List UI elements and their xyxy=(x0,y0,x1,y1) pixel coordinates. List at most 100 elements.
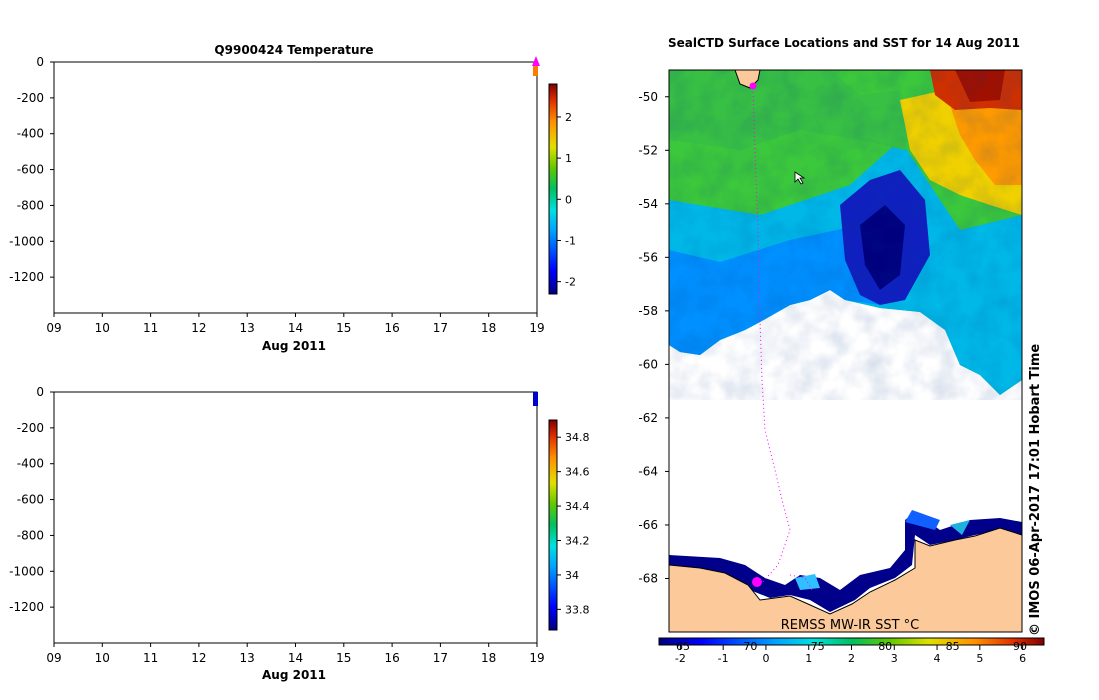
x-tick-label: 19 xyxy=(529,651,544,665)
lon-tick-label: 70 xyxy=(743,640,757,653)
x-tick-label: 17 xyxy=(433,321,448,335)
colorbar-tick-label: 34.2 xyxy=(565,534,590,547)
temperature-plot-area xyxy=(53,61,538,314)
lat-tick-label: -68 xyxy=(638,571,658,585)
salinity-panel: 0 -200 -400 -600 -800 -1000 -1200 09 10 11 12 13 14… xyxy=(9,385,589,682)
sst-colorbar-tick-label: -1 xyxy=(718,652,729,665)
y-tick-label: -400 xyxy=(17,127,44,141)
y-tick-label: -800 xyxy=(17,198,44,212)
salinity-plot-area xyxy=(53,391,538,644)
temperature-y-axis: 0 -200 -400 -600 -800 -1000 -1200 xyxy=(9,55,54,284)
lon-tick-label: 80 xyxy=(878,640,892,653)
lat-tick-label: -52 xyxy=(638,143,658,157)
lat-tick-label: -56 xyxy=(638,250,658,264)
colorbar-tick-label: 33.8 xyxy=(565,603,590,616)
map-longitude-ticks: 65 70 75 80 85 90 xyxy=(676,640,1027,653)
lat-tick-label: -64 xyxy=(638,464,658,478)
sst-colorbar-tick-label: 6 xyxy=(1019,652,1026,665)
y-tick-label: -1000 xyxy=(9,564,44,578)
y-tick-label: -1200 xyxy=(9,600,44,614)
colorbar-tick-label: 34.4 xyxy=(565,500,590,513)
colorbar-tick-label: 34.8 xyxy=(565,431,590,444)
x-tick-label: 10 xyxy=(95,651,110,665)
y-tick-label: -200 xyxy=(17,421,44,435)
colorbar-tick-label: 1 xyxy=(565,152,572,165)
antarctic-land xyxy=(669,528,1022,632)
x-tick-label: 17 xyxy=(433,651,448,665)
sst-colorbar-tick-label: 4 xyxy=(934,652,941,665)
colorbar-tick-label: 34 xyxy=(565,569,579,582)
seal-position-start xyxy=(749,82,757,90)
lon-tick-label: 65 xyxy=(676,640,690,653)
temperature-colorbar-ticks: 2 1 0 -1 -2 xyxy=(557,111,576,289)
x-tick-label: 13 xyxy=(240,321,255,335)
salinity-profile-column xyxy=(533,392,538,406)
x-tick-label: 18 xyxy=(481,321,496,335)
salinity-xlabel: Aug 2011 xyxy=(262,668,326,682)
temperature-title: Q9900424 Temperature xyxy=(214,43,373,57)
temperature-colorbar xyxy=(548,83,558,295)
sst-colorbar-tick-label: 3 xyxy=(891,652,898,665)
sst-field xyxy=(669,70,1022,632)
lat-tick-label: -50 xyxy=(638,90,658,104)
sst-colorbar-tick-label: 1 xyxy=(805,652,812,665)
x-tick-label: 09 xyxy=(46,651,61,665)
x-tick-label: 19 xyxy=(529,321,544,335)
x-tick-label: 12 xyxy=(191,651,206,665)
y-tick-label: -800 xyxy=(17,528,44,542)
sst-colorbar xyxy=(658,637,1045,646)
sst-colorbar-tick-label: 0 xyxy=(762,652,769,665)
temperature-xlabel: Aug 2011 xyxy=(262,339,326,353)
x-tick-label: 16 xyxy=(384,321,399,335)
sst-colorbar-tick-label: 2 xyxy=(848,652,855,665)
y-tick-label: -600 xyxy=(17,493,44,507)
lat-tick-label: -60 xyxy=(638,357,658,371)
sst-colorbar-tick-label: -2 xyxy=(675,652,686,665)
map-title: SealCTD Surface Locations and SST for 14… xyxy=(668,36,1020,50)
x-tick-label: 14 xyxy=(288,321,303,335)
colorbar-tick-label: -2 xyxy=(565,276,576,289)
temperature-profile-column xyxy=(533,62,538,76)
temperature-panel: Q9900424 Temperature 0 -200 -400 -600 -800 -1… xyxy=(9,43,576,353)
y-tick-label: -600 xyxy=(17,163,44,177)
x-tick-label: 11 xyxy=(143,321,158,335)
y-tick-label: 0 xyxy=(36,385,44,399)
lon-tick-label: 75 xyxy=(811,640,825,653)
salinity-colorbar-ticks: 34.8 34.6 34.4 34.2 34 33.8 xyxy=(557,431,590,616)
x-tick-label: 09 xyxy=(46,321,61,335)
lon-tick-label: 85 xyxy=(946,640,960,653)
sst-colorbar-tick-label: 5 xyxy=(976,652,983,665)
profile-marker xyxy=(532,56,540,66)
sst-colorbar-ticks: -2 -1 0 1 2 3 4 5 6 xyxy=(675,645,1026,665)
x-tick-label: 14 xyxy=(288,651,303,665)
x-tick-label: 12 xyxy=(191,321,206,335)
sst-coastal-strip xyxy=(669,512,1022,612)
imos-credit: © IMOS 06-Apr-2017 17:01 Hobart Time xyxy=(1028,344,1043,636)
lat-tick-label: -62 xyxy=(638,411,658,425)
colorbar-tick-label: 2 xyxy=(565,111,572,124)
lat-tick-label: -58 xyxy=(638,304,658,318)
x-tick-label: 11 xyxy=(143,651,158,665)
lat-tick-label: -54 xyxy=(638,197,658,211)
seal-position-end xyxy=(752,577,762,587)
salinity-colorbar xyxy=(548,419,558,631)
x-tick-label: 15 xyxy=(336,651,351,665)
y-tick-label: -400 xyxy=(17,457,44,471)
lat-tick-label: -66 xyxy=(638,518,658,532)
salinity-x-axis: 09 10 11 12 13 14 15 16 17 18 19 xyxy=(46,643,545,665)
x-tick-label: 13 xyxy=(240,651,255,665)
map-frame xyxy=(668,69,1023,633)
x-tick-label: 15 xyxy=(336,321,351,335)
x-tick-label: 18 xyxy=(481,651,496,665)
sst-colorbar-label: REMSS MW-IR SST °C xyxy=(781,618,920,633)
x-tick-label: 16 xyxy=(384,651,399,665)
mouse-cursor-icon xyxy=(794,171,806,185)
y-tick-label: -1200 xyxy=(9,270,44,284)
x-tick-label: 10 xyxy=(95,321,110,335)
y-tick-label: 0 xyxy=(36,55,44,69)
y-tick-label: -200 xyxy=(17,91,44,105)
colorbar-tick-label: 34.6 xyxy=(565,466,590,479)
y-tick-label: -1000 xyxy=(9,234,44,248)
map-y-axis: -50 -52 -54 -56 -58 -60 -62 -64 -66 -68 xyxy=(638,90,669,585)
